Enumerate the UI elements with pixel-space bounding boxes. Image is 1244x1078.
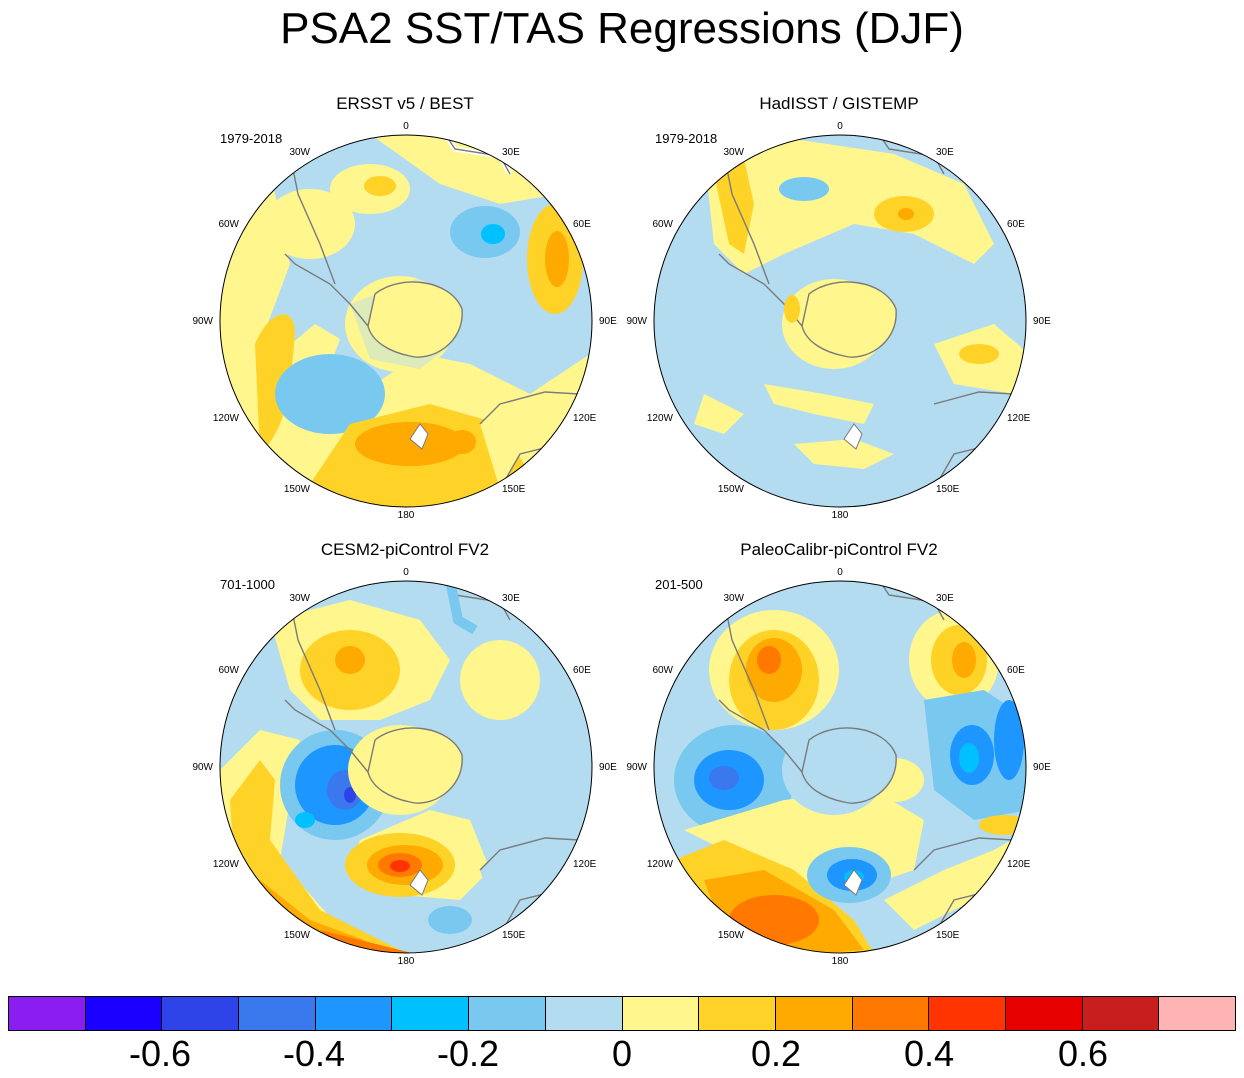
lon-label: 30W bbox=[723, 593, 744, 604]
lon-label: 30E bbox=[502, 593, 520, 604]
lon-label: 90W bbox=[626, 316, 647, 327]
period-label: 1979-2018 bbox=[655, 131, 718, 146]
colorbar-swatch bbox=[9, 997, 86, 1030]
lon-label: 90E bbox=[599, 316, 617, 327]
colorbar-swatch bbox=[545, 997, 623, 1030]
lon-label: 0 bbox=[403, 121, 409, 132]
colorbar-swatch bbox=[699, 997, 776, 1030]
lon-label: 120E bbox=[573, 859, 597, 870]
lon-label: 30W bbox=[723, 147, 744, 158]
lon-label: 60W bbox=[218, 665, 239, 676]
map-panel-cesm2-picontrol: CESM2-piControl FV2 701-1000 bbox=[192, 540, 617, 970]
lon-label: 120W bbox=[213, 413, 240, 424]
lon-label: 150W bbox=[284, 484, 311, 495]
panel-title: ERSST v5 / BEST bbox=[336, 94, 474, 113]
colorbar-swatch bbox=[85, 997, 163, 1030]
colorbar-swatch bbox=[239, 997, 316, 1030]
colorbar-tick-label: -0.2 bbox=[436, 1033, 500, 1074]
lon-label: 30W bbox=[289, 147, 310, 158]
colorbar-tick-label: 0.6 bbox=[1057, 1033, 1109, 1074]
lon-label: 180 bbox=[398, 510, 415, 521]
colorbar-tick-label: 0.2 bbox=[750, 1033, 802, 1074]
lon-label: 90E bbox=[599, 762, 617, 773]
lon-label: 120E bbox=[573, 413, 597, 424]
lon-label: 90W bbox=[192, 316, 213, 327]
lon-label: 60E bbox=[1007, 665, 1025, 676]
lon-label: 30E bbox=[936, 147, 954, 158]
lon-label: 180 bbox=[398, 956, 415, 967]
lon-label: 120E bbox=[1007, 859, 1031, 870]
colorbar-tick-label: -0.6 bbox=[128, 1033, 192, 1074]
lon-label: 150E bbox=[936, 484, 960, 495]
lon-label: 60W bbox=[652, 665, 673, 676]
lon-label: 150E bbox=[502, 484, 526, 495]
colorbar-swatch bbox=[392, 997, 470, 1030]
colorbar-swatch bbox=[929, 997, 1006, 1030]
lon-label: 150W bbox=[284, 930, 311, 941]
colorbar-swatch bbox=[852, 997, 930, 1030]
lon-label: 90W bbox=[626, 762, 647, 773]
period-label: 701-1000 bbox=[220, 577, 275, 592]
lon-label: 60W bbox=[218, 219, 239, 230]
map-panel-hadisst-gistemp: HadISST / GISTEMP 1979-2018 bbox=[626, 94, 1051, 524]
lon-label: 60E bbox=[573, 665, 591, 676]
colorbar-tick-label: 0.4 bbox=[903, 1033, 955, 1074]
period-label: 201-500 bbox=[655, 577, 703, 592]
lon-label: 30W bbox=[289, 593, 310, 604]
lon-label: 90E bbox=[1033, 762, 1051, 773]
colorbar-swatch bbox=[775, 997, 853, 1030]
lon-label: 60E bbox=[1007, 219, 1025, 230]
lon-label: 90W bbox=[192, 762, 213, 773]
colorbar-swatch bbox=[162, 997, 240, 1030]
lon-label: 0 bbox=[403, 567, 409, 578]
colorbar-swatch bbox=[622, 997, 700, 1030]
polar-map: 0 30E 60E 90E 120E 150E 180 150W 120W 90… bbox=[192, 121, 617, 521]
lon-label: 30E bbox=[502, 147, 520, 158]
lon-label: 30E bbox=[936, 593, 954, 604]
lon-label: 0 bbox=[837, 121, 843, 132]
lon-label: 150W bbox=[718, 930, 745, 941]
polar-map: 0 30E 60E 90E 120E 150E 180 150W 120W 90… bbox=[192, 567, 617, 967]
colorbar-tick-label: 0 bbox=[611, 1033, 633, 1074]
lon-label: 60E bbox=[573, 219, 591, 230]
lon-label: 90E bbox=[1033, 316, 1051, 327]
period-label: 1979-2018 bbox=[220, 131, 283, 146]
lon-label: 180 bbox=[832, 510, 849, 521]
map-panel-paleocalibr-picontrol: PaleoCalibr-piControl FV2 201-500 bbox=[626, 540, 1051, 970]
colorbar-swatch bbox=[315, 997, 393, 1030]
lon-label: 120W bbox=[647, 413, 674, 424]
colorbar-swatch bbox=[1005, 997, 1083, 1030]
colorbar bbox=[8, 996, 1236, 1031]
lon-label: 120E bbox=[1007, 413, 1031, 424]
colorbar-tick-label: -0.4 bbox=[282, 1033, 346, 1074]
lon-label: 60W bbox=[652, 219, 673, 230]
polar-map: 0 30E 60E 90E 120E 150E 180 150W 120W 90… bbox=[626, 121, 1051, 521]
lon-label: 120W bbox=[213, 859, 240, 870]
lon-label: 0 bbox=[837, 567, 843, 578]
lon-label: 180 bbox=[832, 956, 849, 967]
lon-label: 120W bbox=[647, 859, 674, 870]
colorbar-swatch bbox=[469, 997, 546, 1030]
lon-label: 150E bbox=[502, 930, 526, 941]
lon-label: 150E bbox=[936, 930, 960, 941]
panel-title: PaleoCalibr-piControl FV2 bbox=[740, 540, 938, 559]
lon-label: 150W bbox=[718, 484, 745, 495]
map-panel-ersst-best: ERSST v5 / BEST 1979-2018 bbox=[192, 94, 617, 524]
panel-title: HadISST / GISTEMP bbox=[759, 94, 919, 113]
colorbar-swatch bbox=[1159, 997, 1235, 1030]
colorbar-swatch bbox=[1082, 997, 1160, 1030]
polar-map: 0 30E 60E 90E 120E 150E 180 150W 120W 90… bbox=[626, 567, 1051, 967]
figure-title: PSA2 SST/TAS Regressions (DJF) bbox=[280, 4, 964, 53]
panel-title: CESM2-piControl FV2 bbox=[320, 540, 490, 559]
